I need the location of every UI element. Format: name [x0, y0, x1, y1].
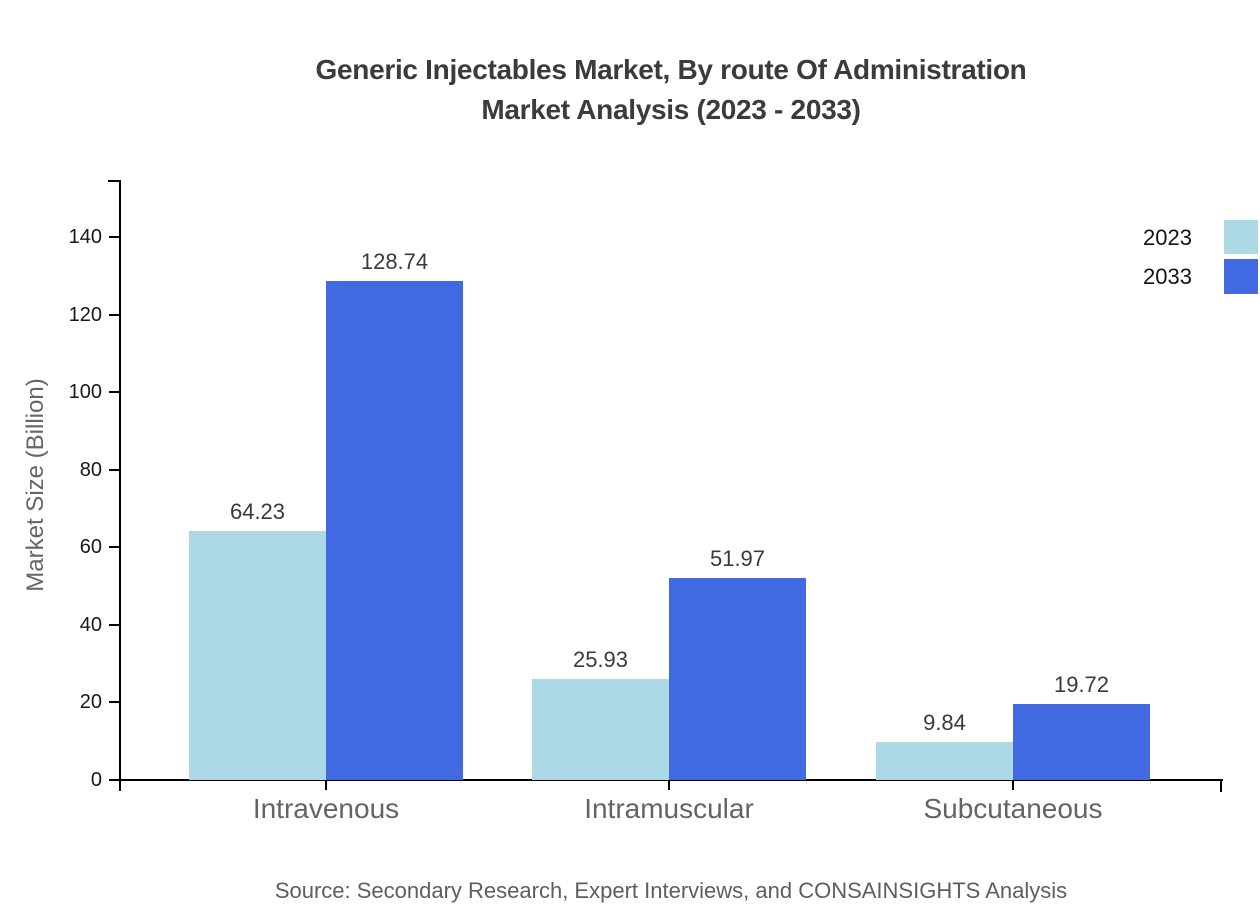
legend-label-2023: 2023	[1143, 225, 1192, 250]
y-axis-top-cap	[108, 180, 121, 182]
y-axis-tick	[109, 701, 120, 704]
bar-2033-subcutaneous	[1013, 703, 1150, 780]
y-axis-line	[119, 180, 121, 791]
y-axis-tick-label: 60	[79, 536, 102, 559]
bar-2033-intravenous	[326, 280, 463, 780]
y-axis-tick	[109, 546, 120, 549]
x-category-tick	[668, 780, 670, 790]
y-axis-tick	[109, 236, 120, 238]
y-axis-tick-label: 120	[68, 303, 102, 326]
x-category-label-intravenous: Intravenous	[252, 793, 400, 824]
chart-title-line-1: Generic Injectables Market, By route Of …	[315, 54, 1027, 85]
bar-2023-intravenous	[189, 530, 326, 780]
y-axis-tick	[109, 313, 120, 316]
chart-title: Generic Injectables Market, By route Of …	[82, 50, 1260, 130]
x-category-tick	[325, 780, 327, 790]
bar-value-label-2033-subcutaneous: 19.72	[1053, 671, 1110, 697]
legend-swatch-2023	[1224, 220, 1258, 254]
x-axis-line	[119, 779, 1223, 781]
y-axis-tick-label: 40	[79, 613, 102, 636]
bar-2033-intramuscular	[669, 578, 806, 780]
x-axis-right-end-tick	[1220, 779, 1222, 792]
y-axis-tick-label: 0	[90, 769, 102, 791]
bar-2023-intramuscular	[532, 679, 669, 780]
y-axis-tick	[109, 391, 120, 394]
y-axis-tick-label: 20	[79, 691, 102, 714]
source-note: Source: Secondary Research, Expert Inter…	[274, 878, 1068, 903]
bar-value-label-2023-subcutaneous: 9.84	[923, 709, 966, 735]
legend-label-2033: 2033	[1143, 264, 1192, 289]
x-category-tick	[1012, 780, 1014, 790]
bar-value-label-2023-intramuscular: 25.93	[572, 647, 629, 673]
x-category-label-intramuscular: Intramuscular	[584, 793, 754, 824]
bar-value-label-2023-intravenous: 64.23	[229, 498, 286, 524]
chart-title-line-2: Market Analysis (2023 - 2033)	[481, 94, 861, 125]
y-axis-tick	[109, 468, 120, 471]
y-axis-tick	[109, 623, 120, 626]
legend-swatch-2033	[1224, 259, 1258, 294]
bar-value-label-2033-intravenous: 128.74	[360, 248, 429, 274]
y-axis-tick-label: 140	[68, 226, 102, 248]
y-axis-tick-label: 100	[68, 381, 102, 404]
x-category-label-subcutaneous: Subcutaneous	[923, 793, 1103, 824]
bar-2023-subcutaneous	[876, 741, 1013, 780]
y-axis-tick	[109, 779, 120, 781]
bar-value-label-2033-intramuscular: 51.97	[709, 546, 766, 572]
y-axis-tick-label: 80	[79, 458, 102, 481]
